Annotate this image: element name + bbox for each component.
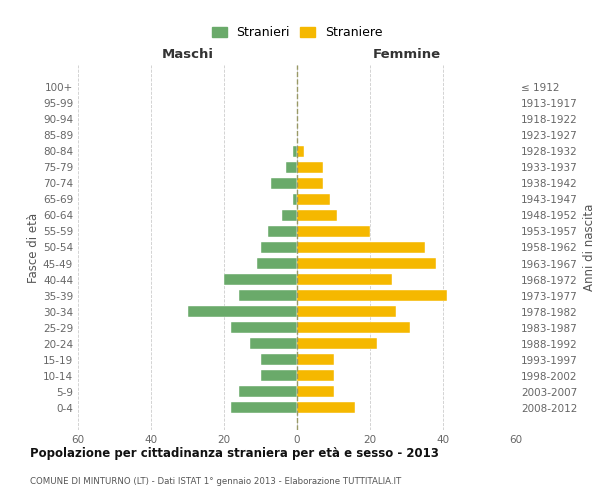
Bar — [297, 354, 334, 366]
Legend: Stranieri, Straniere: Stranieri, Straniere — [209, 24, 385, 42]
Bar — [297, 242, 425, 254]
Bar — [239, 386, 297, 398]
Bar — [239, 290, 297, 302]
Bar — [232, 402, 297, 413]
Text: Popolazione per cittadinanza straniera per età e sesso - 2013: Popolazione per cittadinanza straniera p… — [30, 448, 439, 460]
Bar — [297, 386, 334, 398]
Bar — [297, 258, 436, 270]
Bar — [297, 178, 323, 189]
Bar — [297, 274, 392, 285]
Bar — [271, 178, 297, 189]
Bar — [297, 290, 446, 302]
Bar — [268, 226, 297, 237]
Text: COMUNE DI MINTURNO (LT) - Dati ISTAT 1° gennaio 2013 - Elaborazione TUTTITALIA.I: COMUNE DI MINTURNO (LT) - Dati ISTAT 1° … — [30, 478, 401, 486]
Bar — [297, 162, 323, 173]
Bar — [224, 274, 297, 285]
Bar — [297, 322, 410, 334]
Bar — [297, 402, 355, 413]
Bar — [293, 146, 297, 157]
Bar — [260, 354, 297, 366]
Bar — [297, 146, 304, 157]
Y-axis label: Anni di nascita: Anni di nascita — [583, 204, 596, 291]
Y-axis label: Fasce di età: Fasce di età — [27, 212, 40, 282]
Bar — [293, 194, 297, 205]
Bar — [297, 338, 377, 349]
Bar — [297, 194, 330, 205]
Bar — [260, 370, 297, 382]
Text: Femmine: Femmine — [373, 48, 440, 62]
Bar — [297, 226, 370, 237]
Bar — [260, 242, 297, 254]
Text: Maschi: Maschi — [161, 48, 214, 62]
Bar — [297, 210, 337, 221]
Bar — [232, 322, 297, 334]
Bar — [250, 338, 297, 349]
Bar — [283, 210, 297, 221]
Bar — [297, 306, 395, 318]
Bar — [286, 162, 297, 173]
Bar — [257, 258, 297, 270]
Bar — [297, 370, 334, 382]
Bar — [187, 306, 297, 318]
